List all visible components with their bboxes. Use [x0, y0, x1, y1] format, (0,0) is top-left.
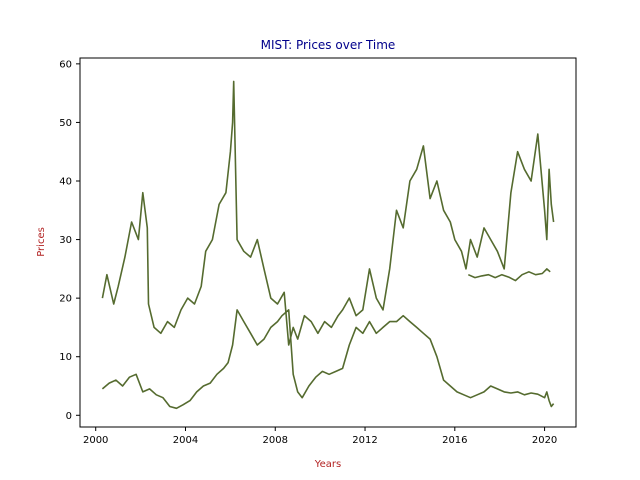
chart-title: MIST: Prices over Time [261, 38, 396, 52]
y-axis: 0 10 20 30 40 50 60 [59, 59, 80, 422]
y-tick-label: 10 [59, 352, 72, 363]
y-axis-title: Prices [36, 227, 47, 257]
x-axis: 2000 2004 2008 2012 2016 2020 [83, 427, 557, 446]
x-tick-label: 2004 [173, 435, 198, 446]
series-line-2 [101, 309, 555, 410]
x-axis-title: Years [314, 459, 341, 470]
series-line-3 [467, 268, 551, 282]
x-tick-label: 2012 [352, 435, 377, 446]
y-tick-label: 40 [59, 177, 72, 188]
series-layer [101, 80, 555, 410]
y-tick-label: 20 [59, 294, 72, 305]
y-tick-label: 60 [59, 59, 72, 70]
y-tick-label: 50 [59, 118, 72, 129]
series-line-1 [101, 80, 555, 346]
y-tick-label: 30 [59, 235, 72, 246]
x-tick-label: 2008 [263, 435, 288, 446]
y-tick-label: 0 [66, 411, 72, 422]
x-tick-label: 2000 [83, 435, 108, 446]
plot-frame [79, 57, 577, 428]
x-tick-label: 2020 [532, 435, 557, 446]
x-tick-label: 2016 [442, 435, 467, 446]
